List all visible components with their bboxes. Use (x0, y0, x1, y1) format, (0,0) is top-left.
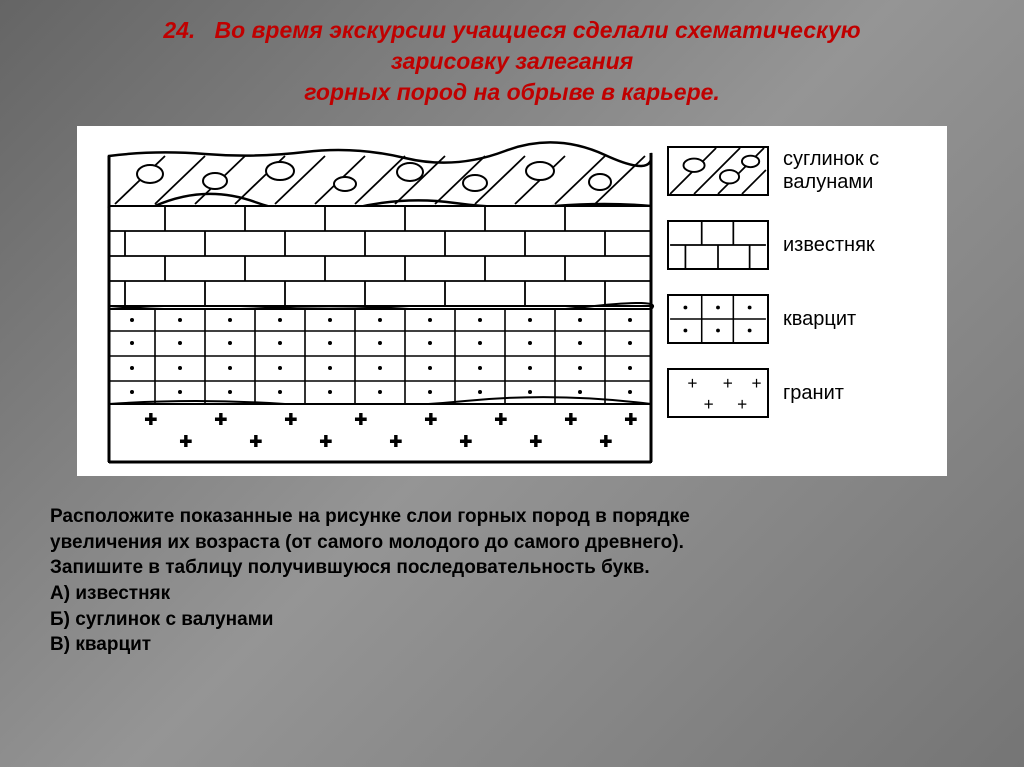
slide: 24. Во время экскурсии учащиеся сделали … (0, 0, 1024, 767)
swatch-loam (667, 146, 769, 196)
legend-label-quartzite: кварцит (783, 308, 856, 331)
svg-text:+: + (425, 409, 437, 431)
slide-title: 24. Во время экскурсии учащиеся сделали … (40, 15, 984, 108)
svg-text:+: + (600, 431, 612, 453)
title-number: 24. (163, 17, 195, 43)
question-line-1: Расположите показанные на рисунке слои г… (50, 504, 974, 530)
swatch-limestone (667, 220, 769, 270)
diagram-container: ++++++++ +++++++ (77, 126, 947, 476)
question-text: Расположите показанные на рисунке слои г… (40, 504, 984, 658)
svg-text:+: + (530, 431, 542, 453)
svg-text:+: + (704, 394, 714, 414)
svg-text:+: + (723, 373, 733, 393)
legend-item-quartzite: кварцит (667, 294, 927, 344)
title-line-1: Во время экскурсии учащиеся сделали схем… (214, 17, 860, 43)
svg-text:+: + (460, 431, 472, 453)
svg-text:+: + (215, 409, 227, 431)
svg-text:+: + (495, 409, 507, 431)
legend-item-loam: суглинок с валунами (667, 146, 927, 196)
svg-text:+: + (180, 431, 192, 453)
svg-text:+: + (285, 409, 297, 431)
cross-section-diagram: + + + + + + + + + + + + + + + (105, 136, 655, 466)
legend-label-loam: суглинок с валунами (783, 148, 927, 194)
title-line-2: зарисовку залегания (391, 48, 633, 74)
svg-text:+: + (752, 373, 762, 393)
question-option-a: А) известняк (50, 581, 974, 607)
svg-text:+: + (687, 373, 697, 393)
legend-item-granite: + + + + + гранит (667, 368, 927, 418)
svg-text:+: + (390, 431, 402, 453)
svg-text:+: + (565, 409, 577, 431)
svg-text:+: + (355, 409, 367, 431)
title-line-3: горных пород на обрыве в карьере. (304, 79, 720, 105)
svg-text:+: + (737, 394, 747, 414)
legend-label-granite: гранит (783, 382, 844, 405)
question-option-b: Б) суглинок с валунами (50, 607, 974, 633)
swatch-granite: + + + + + (667, 368, 769, 418)
svg-text:+: + (625, 409, 637, 431)
question-option-c: В) кварцит (50, 632, 974, 658)
question-line-2: увеличения их возраста (от самого молодо… (50, 530, 974, 556)
legend-item-limestone: известняк (667, 220, 927, 270)
swatch-quartzite (667, 294, 769, 344)
question-line-3: Запишите в таблицу получившуюся последов… (50, 555, 974, 581)
svg-text:+: + (320, 431, 332, 453)
legend-label-limestone: известняк (783, 234, 875, 257)
legend: суглинок с валунами известняк (667, 146, 927, 442)
svg-text:+: + (250, 431, 262, 453)
svg-text:+: + (145, 409, 157, 431)
